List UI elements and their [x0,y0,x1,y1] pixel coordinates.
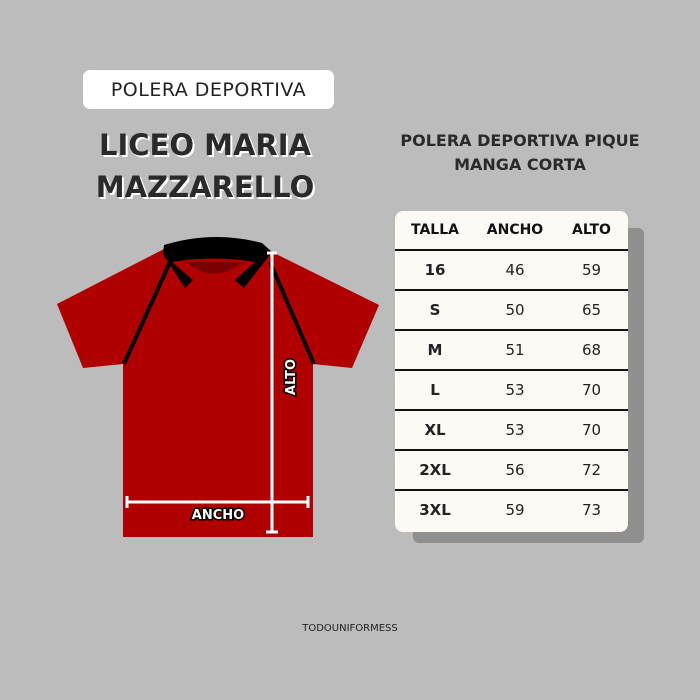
width-cell: 50 [505,301,525,319]
product-type-tag: POLERA DEPORTIVA [83,70,334,109]
subtitle-line-1: POLERA DEPORTIVA PIQUE [400,131,640,150]
header-width: ANCHO [486,222,544,238]
size-cell: 2XL [419,461,451,479]
width-cell: 46 [505,261,525,279]
size-cell: 16 [424,261,446,279]
width-measure-line [125,496,310,508]
table-row: 3XL 59 73 [395,489,628,529]
tag-label: POLERA DEPORTIVA [110,78,307,101]
height-cell: 68 [581,341,602,359]
size-cell: L [430,381,440,399]
height-cell: 70 [581,421,602,439]
shirt-body [57,245,379,537]
height-cell: 72 [581,461,602,479]
height-label: ALTO [284,359,299,395]
width-cell: 56 [505,461,525,479]
table-row: 2XL 56 72 [395,449,628,489]
width-cell: 53 [505,421,525,439]
table-row: XL 53 70 [395,409,628,449]
size-table: TALLA ANCHO ALTO 16 46 59 S 50 65 M 51 68 L 53 70 XL… [395,211,628,532]
raglan-seam-right [268,261,316,365]
table-row: M 51 68 [395,329,628,369]
height-cell: 70 [581,381,602,399]
height-cell: 59 [581,261,602,279]
school-title-line-2: MAZZARELLO [95,170,315,204]
product-subtitle: POLERA DEPORTIVA PIQUE MANGA CORTA [390,129,650,177]
width-label: ANCHO [192,508,244,523]
size-cell: 3XL [419,501,451,519]
table-header-row: TALLA ANCHO ALTO [395,211,628,249]
brand-footer: TODOUNIFORMESS [302,623,398,634]
subtitle-line-2: MANGA CORTA [454,155,586,174]
table-row: 16 46 59 [395,249,628,289]
collar [163,236,272,288]
school-title-line-1: LICEO MARIA [99,128,311,162]
width-cell: 59 [505,501,525,519]
size-cell: XL [424,421,446,439]
width-cell: 51 [505,341,525,359]
neck-inner [186,262,243,274]
width-cell: 53 [505,381,525,399]
header-size: TALLA [411,222,459,238]
height-measure-line [266,251,278,534]
size-cell: M [427,341,443,359]
size-cell: S [429,301,441,319]
header-height: ALTO [572,222,611,238]
height-cell: 65 [581,301,602,319]
height-cell: 73 [581,501,602,519]
raglan-seam-left [122,261,172,365]
table-row: L 53 70 [395,369,628,409]
table-row: S 50 65 [395,289,628,329]
